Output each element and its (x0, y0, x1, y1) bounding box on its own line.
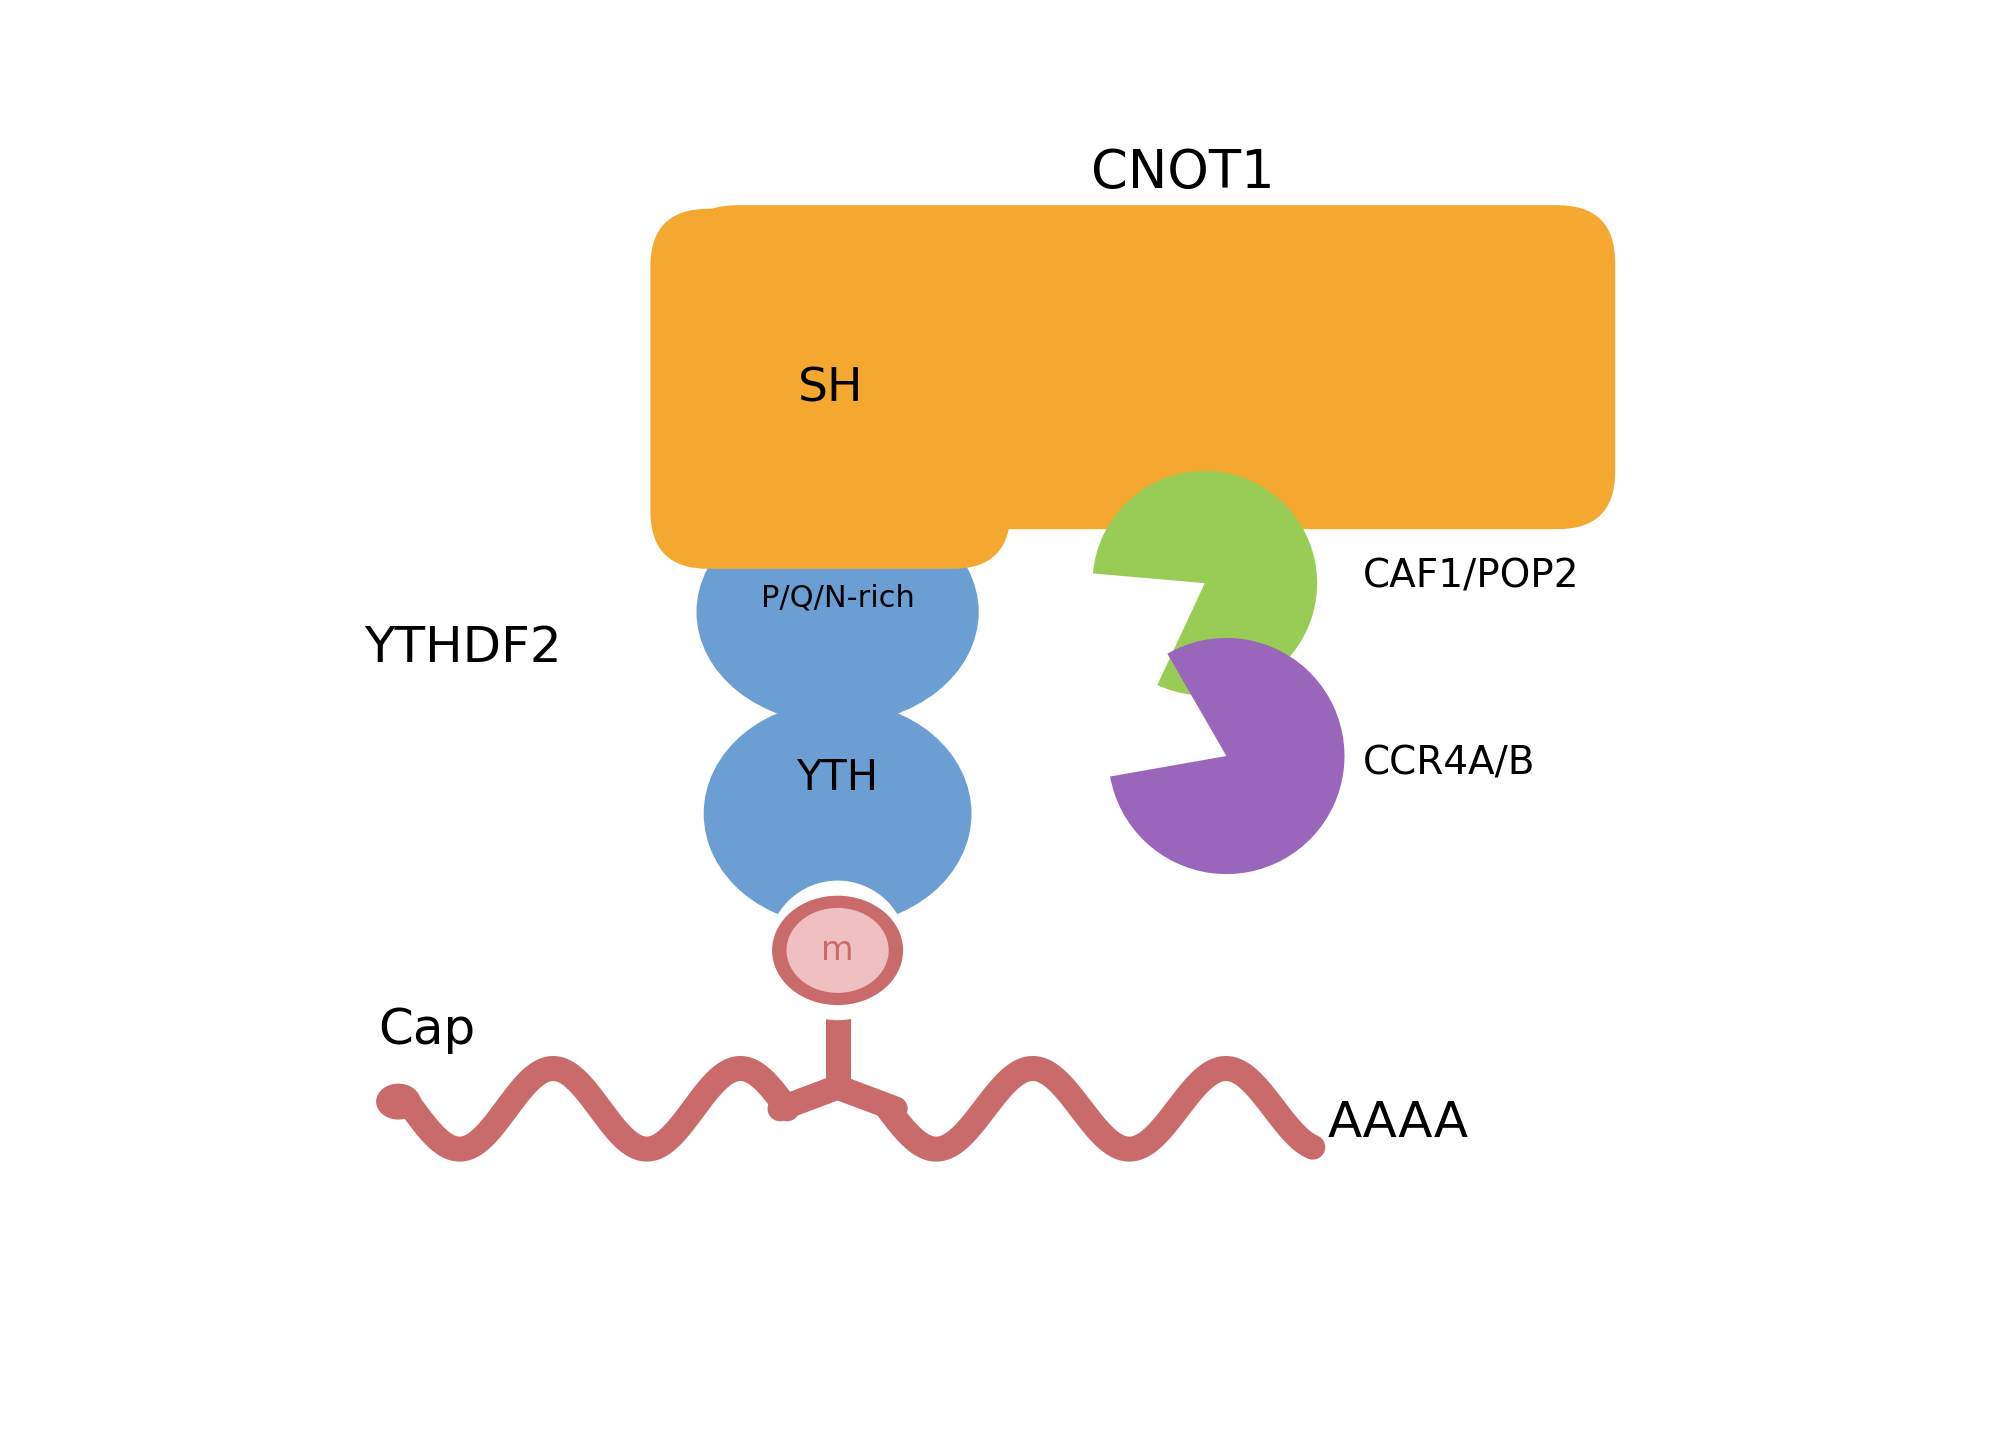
Ellipse shape (705, 703, 970, 926)
Text: AAAA: AAAA (1327, 1099, 1468, 1148)
Circle shape (769, 881, 906, 1020)
Text: CCR4A/B: CCR4A/B (1363, 744, 1536, 782)
Wedge shape (1110, 638, 1345, 874)
Ellipse shape (697, 501, 978, 724)
Ellipse shape (787, 909, 888, 992)
Ellipse shape (773, 896, 902, 1005)
Text: P/Q/N-rich: P/Q/N-rich (761, 583, 914, 612)
FancyBboxPatch shape (651, 209, 1010, 569)
Ellipse shape (376, 1084, 420, 1119)
Text: CAF1/POP2: CAF1/POP2 (1363, 557, 1580, 595)
Wedge shape (1094, 471, 1317, 696)
Text: Cap: Cap (378, 1005, 476, 1054)
FancyBboxPatch shape (679, 206, 1616, 530)
Text: m: m (821, 935, 855, 966)
Text: SH: SH (797, 366, 863, 412)
Text: YTHDF2: YTHDF2 (365, 624, 562, 672)
Text: CNOT1: CNOT1 (1092, 147, 1275, 199)
Text: YTH: YTH (797, 756, 878, 799)
